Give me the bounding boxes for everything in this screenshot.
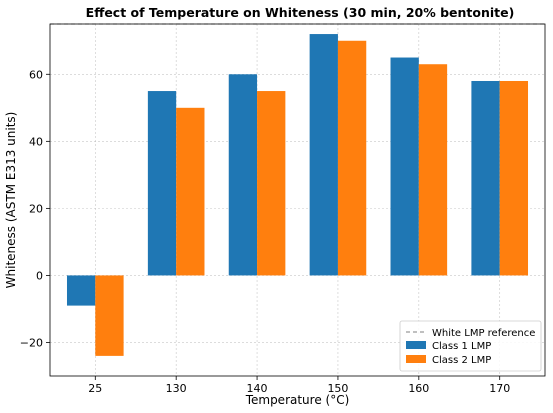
chart-title: Effect of Temperature on Whiteness (30 m…	[86, 5, 515, 20]
bar-class2-130	[176, 107, 205, 276]
y-tick-label: 0	[36, 269, 43, 282]
legend: White LMP reference Class 1 LMP Class 2 …	[399, 320, 542, 372]
x-tick-label: 150	[327, 382, 348, 395]
bars-layer	[66, 34, 529, 356]
legend-class1-label: Class 1 LMP	[432, 341, 491, 352]
legend-class2-label: Class 2 LMP	[432, 355, 491, 366]
x-tick-label: 25	[88, 382, 102, 395]
bar-class2-170	[499, 80, 529, 276]
bar-class1-140	[228, 74, 258, 276]
y-axis-label: Whiteness (ASTM E313 units)	[4, 112, 18, 289]
ticks-layer: −20 0 20 40 60 25 130 140 150 160 170	[20, 68, 510, 395]
legend-class1-swatch	[406, 341, 426, 349]
bar-class1-25	[66, 275, 96, 306]
x-tick-label: 130	[166, 382, 187, 395]
legend-box	[399, 320, 542, 372]
bar-class2-25	[95, 275, 124, 356]
x-tick-label: 160	[408, 382, 429, 395]
bar-class2-160	[418, 64, 448, 276]
bar-class2-140	[257, 91, 286, 276]
x-axis-label: Temperature (°C)	[245, 393, 350, 407]
y-tick-label: 60	[29, 68, 43, 81]
legend-reference-label: White LMP reference	[432, 328, 535, 339]
y-tick-label: −20	[20, 336, 43, 349]
bar-class1-160	[390, 57, 419, 276]
y-tick-label: 40	[29, 135, 43, 148]
x-tick-label: 140	[247, 382, 268, 395]
x-tick-label: 170	[489, 382, 510, 395]
bar-class1-150	[309, 34, 338, 276]
bar-class1-170	[471, 80, 500, 276]
plot-frame	[49, 23, 546, 377]
bar-class2-150	[337, 40, 367, 276]
y-tick-label: 20	[29, 202, 43, 215]
bar-class1-130	[147, 91, 177, 276]
legend-class2-swatch	[406, 355, 426, 363]
